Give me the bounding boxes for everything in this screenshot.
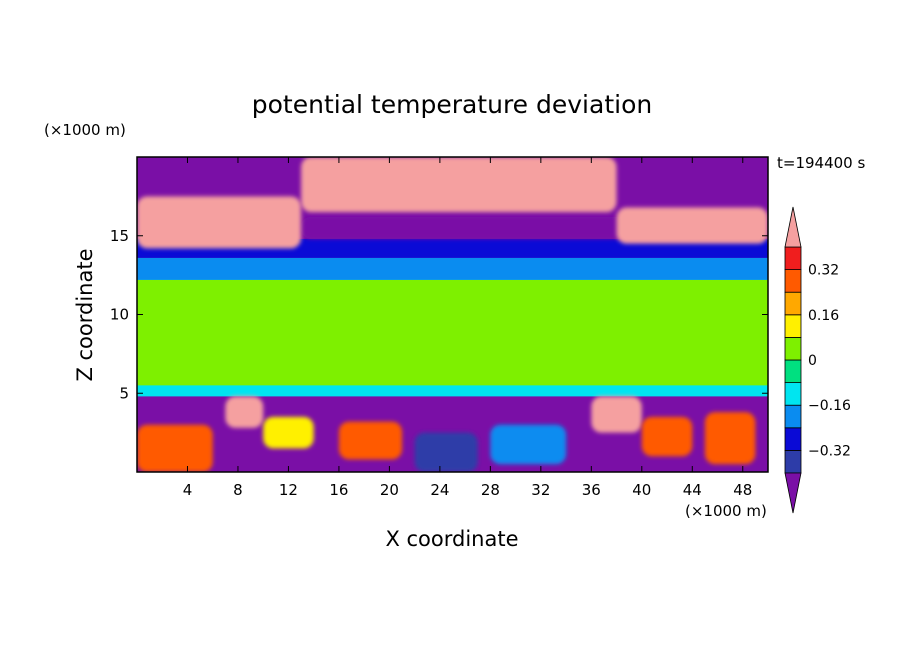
colorbar-label: −0.32 — [808, 443, 851, 459]
field-region — [137, 306, 768, 362]
colorbar: 0.32 0.16 0 −0.16 −0.32 — [784, 206, 851, 514]
colorbar-extend-top — [784, 206, 802, 248]
x-unit-label: (×1000 m) — [685, 502, 767, 520]
chart-title: potential temperature deviation — [252, 90, 652, 119]
colorbar-label: 0.16 — [808, 308, 839, 324]
field-region — [338, 421, 403, 460]
colorbar-segment — [784, 291, 802, 316]
x-tick-label: 44 — [683, 481, 702, 499]
field-region — [137, 196, 302, 249]
field-region — [591, 396, 642, 433]
x-tick-label: 48 — [733, 481, 752, 499]
colorbar-segment — [784, 359, 802, 384]
colorbar-segment — [784, 269, 802, 293]
y-unit-label: (×1000 m) — [44, 121, 126, 139]
x-tick-label: 32 — [531, 481, 550, 499]
colorbar-label: 0 — [808, 353, 817, 369]
colorbar-segment — [784, 427, 802, 451]
colorbar-segment — [784, 449, 802, 474]
field-region — [616, 207, 768, 244]
field-region — [704, 412, 756, 465]
x-tick-label: 40 — [632, 481, 651, 499]
y-tick-label: 5 — [119, 384, 129, 402]
x-tick-label: 20 — [380, 481, 399, 499]
y-axis: 5 10 15 — [110, 227, 768, 402]
field-region — [641, 416, 693, 457]
time-label: t=194400 s — [777, 154, 865, 172]
colorbar-label: 0.32 — [808, 263, 839, 279]
x-tick-label: 12 — [279, 481, 298, 499]
colorbar-segment — [784, 314, 802, 338]
colorbar-segment — [784, 336, 802, 361]
plot-area — [137, 157, 768, 472]
colorbar-label: −0.16 — [808, 398, 851, 414]
contour-field — [137, 157, 768, 472]
x-tick-label: 8 — [233, 481, 243, 499]
colorbar-segment — [784, 404, 802, 429]
field-region — [263, 416, 314, 449]
field-region — [137, 257, 768, 280]
x-tick-label: 16 — [329, 481, 348, 499]
field-region — [225, 396, 264, 428]
x-tick-label: 24 — [430, 481, 449, 499]
x-tick-label: 36 — [582, 481, 601, 499]
field-region — [414, 432, 478, 472]
x-tick-label: 28 — [481, 481, 500, 499]
x-axis-label: X coordinate — [385, 527, 518, 551]
field-region — [301, 157, 617, 213]
colorbar-segment — [784, 246, 802, 271]
y-tick-label: 15 — [110, 227, 129, 245]
y-axis-label: Z coordinate — [73, 248, 97, 381]
x-tick-label: 4 — [183, 481, 193, 499]
y-tick-label: 10 — [110, 306, 129, 324]
field-region — [490, 424, 567, 465]
colorbar-extend-bottom — [784, 472, 802, 514]
x-axis: 4 8 12 16 20 24 28 32 36 40 44 48 — [183, 157, 752, 499]
colorbar-segment — [784, 382, 802, 406]
field-region — [137, 424, 213, 472]
